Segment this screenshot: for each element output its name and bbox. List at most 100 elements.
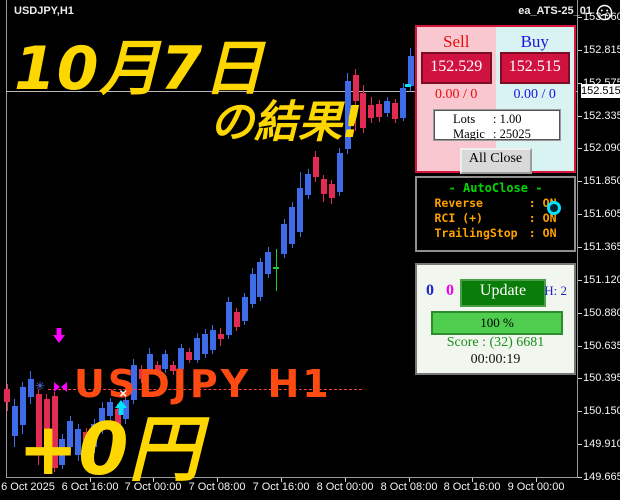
sell-panel-half: Sell 152.529 0.00 / 0 [417,27,496,171]
price-axis-label: 149.665 [583,471,620,483]
candlestick [162,353,169,370]
time-axis-tick [281,478,282,482]
candlestick [407,55,414,87]
time-axis-label: 7 Oct 08:00 [188,481,246,493]
candlestick [186,351,193,361]
ea-status-sad-face-icon[interactable] [596,4,613,26]
dash-marker-icon [405,84,411,87]
candlestick [51,395,58,469]
cross-marker-icon: ✕ [119,389,128,400]
progress-bar: 100 % [431,311,563,335]
candlestick [27,378,34,398]
candlestick [241,296,248,322]
time-axis-label: 7 Oct 16:00 [252,481,310,493]
autoclose-panel: - AutoClose - Reverse: ON RCI (+): ON Tr… [415,176,576,252]
candlestick [19,386,26,425]
magic-value: : 25025 [493,127,531,141]
bowtie-marker-icon [54,382,67,392]
trailingstop-label: TrailingStop [434,226,518,240]
hedge-count-label: H: 2 [544,283,567,298]
candlestick [107,401,113,416]
price-axis-tick [578,115,582,117]
headline-date-text: 10月7日 [14,34,265,104]
time-axis-tick [536,478,537,482]
candlestick [249,273,256,304]
price-axis-label: 152.090 [583,142,620,155]
price-axis-tick [578,477,582,478]
candlestick [209,330,216,351]
bid-price-line [6,90,578,92]
candlestick [217,334,224,340]
candlestick [67,420,74,448]
candle-wick [275,249,277,291]
price-axis-tick [578,17,582,18]
price-axis-tick [578,345,582,347]
update-button[interactable]: Update [460,279,546,307]
candlestick [43,399,50,465]
buy-label: Buy [520,32,549,51]
candlestick [281,224,288,255]
buy-count-label: 0 [426,282,434,299]
candlestick [35,393,42,455]
candlestick [99,407,105,431]
trade-panel: Sell 152.529 0.00 / 0 Buy 152.515 0.00 /… [415,25,576,174]
price-axis-label: 151.850 [583,175,620,188]
candlestick [384,101,391,114]
candlestick [368,105,375,118]
price-axis-tick [578,279,582,281]
time-axis-label: 8 Oct 16:00 [443,481,501,493]
candlestick [202,334,208,354]
candlestick [360,92,367,129]
price-axis-tick [578,444,582,446]
price-axis-label: 151.365 [583,241,620,253]
sell-price-button[interactable]: 152.529 [421,52,492,84]
candlestick [344,80,351,150]
candlestick [376,103,383,118]
sell-count-label: 0 [446,282,454,299]
price-axis-label: 150.635 [583,339,620,352]
reverse-toggle-indicator[interactable] [547,201,561,215]
price-axis-tick [578,49,582,51]
time-axis-label: 6 Oct 16:00 [61,481,119,493]
lots-label: Lots [453,112,476,126]
candlestick [400,87,406,118]
price-axis-tick [578,411,582,413]
ea-name-label: ea_ATS-25_01 [518,5,592,17]
sell-label: Sell [443,32,470,51]
candlestick [170,364,177,372]
time-axis-tick [409,478,410,482]
candlestick-chart-area[interactable] [6,0,578,478]
candlestick [146,354,153,372]
entry-level-dashed-line [48,388,362,390]
time-axis-tick [90,478,91,482]
buy-price-button[interactable]: 152.515 [499,52,570,84]
candlestick [114,409,121,429]
time-axis-label: 8 Oct 08:00 [380,481,438,493]
all-close-button[interactable]: All Close [459,148,532,174]
candlestick [336,153,343,192]
progress-percent-label: 100 % [480,315,514,330]
buy-panel-half: Buy 152.515 0.00 / 0 [495,27,574,171]
candlestick [312,156,319,177]
rci-label: RCI (+) [434,211,483,225]
candlestick [320,178,327,194]
current-price-box: 152.515 [581,84,620,98]
magic-label: Magic [453,127,485,141]
asterisk-marker-icon: ✳ [35,379,46,393]
arrow-up-marker-icon [115,400,127,415]
price-axis-label: 153.060 [583,11,620,23]
candlestick [138,369,145,379]
reverse-label: Reverse [434,196,483,210]
time-axis-tick [472,478,473,482]
price-axis-tick [578,148,582,150]
time-axis-label: 9 Oct 00:00 [507,481,565,493]
price-axis-label: 150.150 [583,405,620,418]
progress-bar-fill [433,313,561,333]
price-axis-label: 150.880 [583,306,620,319]
price-axis-tick [578,214,582,216]
trailingstop-value: : ON [528,226,557,240]
arrow-down-marker-icon [53,328,65,343]
price-axis-label: 151.120 [583,273,620,286]
score-label: Score : (32) 6681 [446,335,545,350]
